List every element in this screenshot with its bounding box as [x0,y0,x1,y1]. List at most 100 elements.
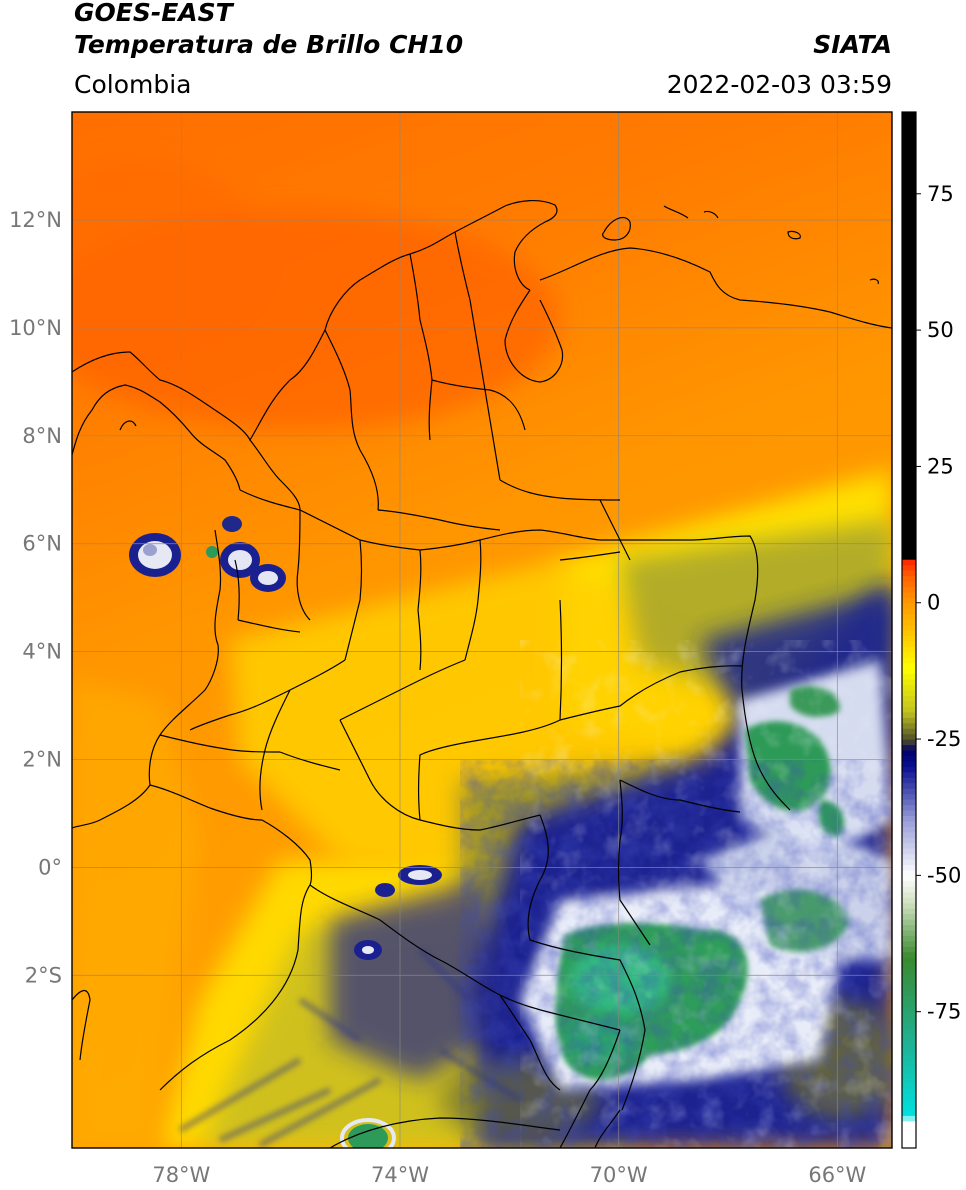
colorbar-band [902,864,916,871]
colorbar-band [902,804,916,811]
colorbar-band [902,204,916,211]
colorbar-band [902,182,916,189]
colorbar-band [902,155,916,162]
colorbar-band [902,1126,916,1133]
colorbar-band [902,929,916,936]
colorbar-band [902,973,916,980]
colorbar-band [902,264,916,271]
colorbar-band [902,711,916,718]
colorbar-band [902,128,916,135]
lat-tick-label: 10°N [9,316,62,340]
colorbar-band [902,488,916,495]
colorbar-band [902,499,916,506]
colorbar-band [902,504,916,511]
colorbar-band [902,1120,916,1127]
colorbar-band [902,1115,916,1122]
country-borders [72,200,892,1148]
colorbar-band [902,1022,916,1029]
map-frame [71,111,893,1149]
colorbar-band [902,935,916,942]
colorbar-band [902,259,916,266]
colorbar-band [902,760,916,767]
colorbar-band [902,1104,916,1111]
colorbar-band [902,330,916,337]
colorbar-band [902,286,916,293]
colorbar-band [902,428,916,435]
colorbar-band [902,177,916,184]
colorbar-band [902,379,916,386]
colorbar-band [902,171,916,179]
colorbar-tick-label: 25 [927,454,954,478]
colorbar-band [902,586,916,593]
colorbar-band [902,455,916,462]
colorbar-band [902,1060,916,1067]
colorbar-band [902,733,916,740]
colorbar-band [902,221,916,228]
colorbar-band [902,591,916,598]
colorbar-band [902,995,916,1002]
colorbar-band [902,226,916,233]
colorbar-band [902,564,916,571]
colorbar-band [902,460,916,468]
colorbar-band [902,526,916,533]
map-gridlines [72,112,892,1148]
colorbar-band [902,384,916,391]
colorbar-band [902,880,916,887]
colorbar-band [902,978,916,986]
colorbar-band [902,1071,916,1078]
lat-tick-label: 6°N [22,532,62,556]
colorbar-band [902,771,916,778]
datetime-label: 2022-02-03 03:59 [666,70,892,99]
colorbar-band [902,1077,916,1084]
colorbar-band [902,482,916,489]
colorbar-band [902,1066,916,1073]
colorbar-band [902,570,916,577]
colorbar-band [902,559,916,566]
colorbar-band [902,700,916,707]
colorbar-band [902,122,916,129]
colorbar: 75 50 25 0 -25 -50 -75 [901,111,961,1149]
colorbar-band [902,231,916,239]
colorbar-band [902,341,916,348]
colorbar-band [902,493,916,500]
colorbar-band [902,319,916,326]
agency-label: SIATA [813,30,892,59]
product-title: Temperatura de Brillo CH10 [74,30,464,59]
colorbar-band [902,848,916,855]
lon-tick-label: 66°W [808,1163,866,1187]
colorbar-band [902,553,916,560]
colorbar-bands [902,112,916,1149]
colorbar-band [902,722,916,729]
colorbar-ticks: 75 50 25 0 -25 -50 -75 [916,182,961,1024]
colorbar-band [902,924,916,931]
colorbar-band [902,826,916,833]
lon-tick-label: 74°W [371,1163,429,1187]
colorbar-band [902,368,916,375]
colorbar-band [902,133,916,140]
colorbar-band [902,275,916,282]
colorbar-band [902,749,916,757]
colorbar-band [902,1038,916,1045]
colorbar-band [902,1093,916,1100]
colorbar-band [902,324,916,331]
colorbar-band [902,597,916,604]
colorbar-band [902,1033,916,1040]
colorbar-band [902,161,916,168]
colorbar-band [902,510,916,517]
colorbar-band [902,1044,916,1051]
colorbar-tick-label: -75 [927,1000,961,1024]
colorbar-band [902,793,916,800]
colorbar-band [902,842,916,849]
colorbar-band [902,940,916,947]
colorbar-band [902,717,916,724]
colorbar-band [902,346,916,353]
colorbar-band [902,1055,916,1062]
colorbar-band [902,253,916,260]
colorbar-tick-label: 0 [927,591,940,615]
colorbar-band [902,1088,916,1095]
colorbar-band [902,139,916,146]
colorbar-band [902,477,916,484]
colorbar-band [902,766,916,773]
colorbar-band [902,651,916,658]
colorbar-band [902,853,916,860]
